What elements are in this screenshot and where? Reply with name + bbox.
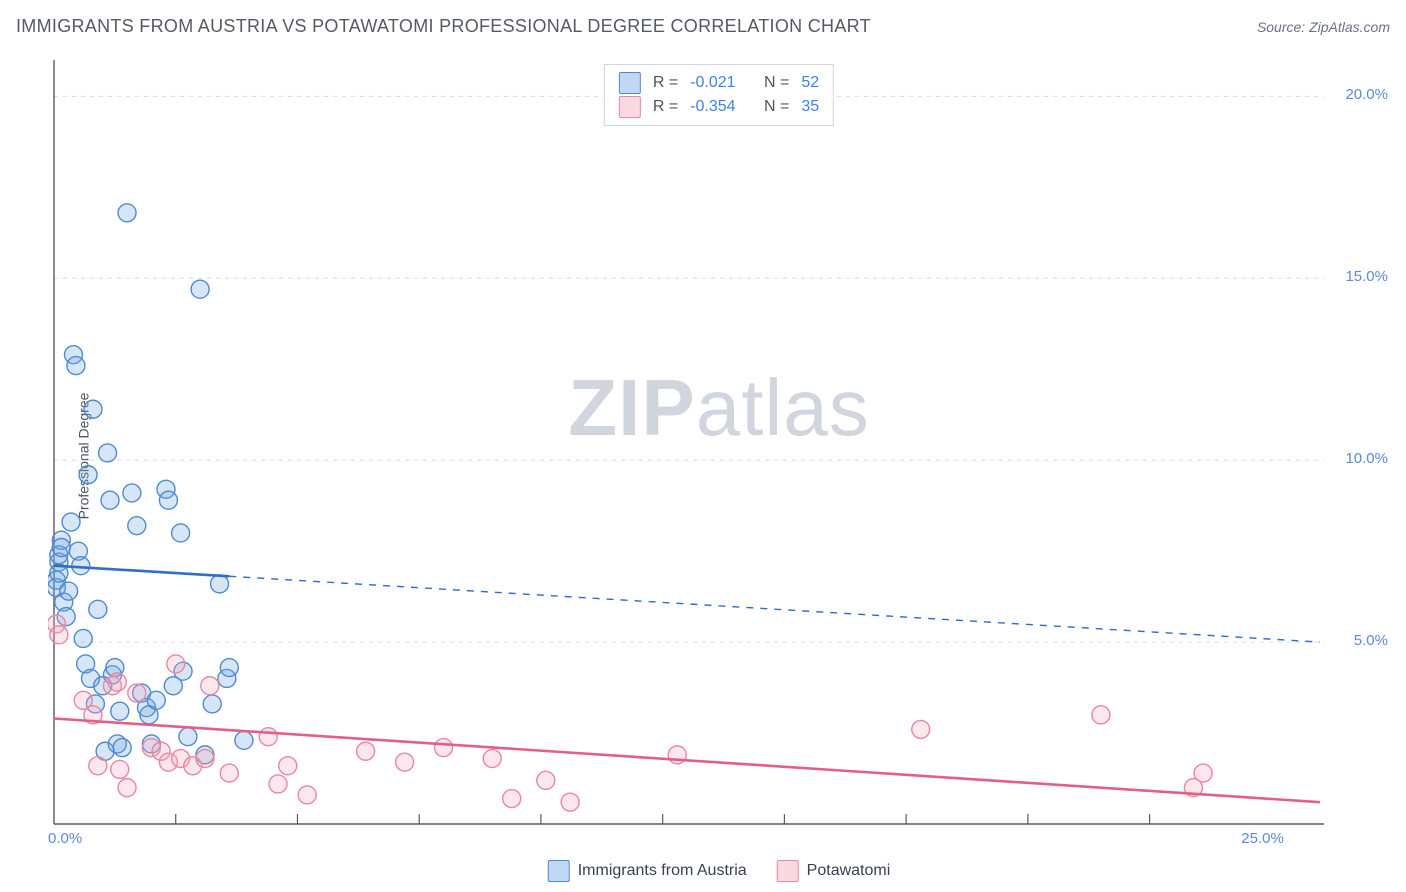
chart-area: Professional Degree ZIPatlas R = -0.021 … [48, 60, 1390, 852]
n-value-0: 52 [801, 71, 819, 95]
n-label: N = [764, 71, 789, 95]
swatch-series-0 [619, 72, 641, 94]
r-label: R = [653, 95, 678, 119]
chart-title: IMMIGRANTS FROM AUSTRIA VS POTAWATOMI PR… [16, 16, 871, 37]
source-prefix: Source: [1257, 19, 1309, 35]
legend-row-series-1: R = -0.354 N = 35 [619, 95, 819, 119]
r-value-0: -0.021 [690, 71, 735, 95]
y-tick-label: 5.0% [1354, 632, 1388, 649]
n-label: N = [764, 95, 789, 119]
x-tick-label: 0.0% [48, 830, 82, 847]
legend-label-0: Immigrants from Austria [578, 862, 747, 880]
legend-item-0: Immigrants from Austria [548, 860, 747, 882]
n-value-1: 35 [801, 95, 819, 119]
y-tick-label: 15.0% [1345, 268, 1388, 285]
swatch-series-1 [777, 860, 799, 882]
y-tick-label: 10.0% [1345, 450, 1388, 467]
swatch-series-1 [619, 96, 641, 118]
swatch-series-0 [548, 860, 570, 882]
y-tick-label: 20.0% [1345, 86, 1388, 103]
correlation-legend: R = -0.021 N = 52 R = -0.354 N = 35 [604, 64, 834, 126]
r-value-1: -0.354 [690, 95, 735, 119]
legend-item-1: Potawatomi [777, 860, 891, 882]
r-label: R = [653, 71, 678, 95]
header: IMMIGRANTS FROM AUSTRIA VS POTAWATOMI PR… [16, 16, 1390, 37]
scatter-plot [48, 60, 1390, 852]
legend-label-1: Potawatomi [807, 862, 891, 880]
legend-row-series-0: R = -0.021 N = 52 [619, 71, 819, 95]
series-legend: Immigrants from Austria Potawatomi [548, 860, 891, 882]
x-tick-label: 25.0% [1241, 830, 1284, 847]
source-attribution: Source: ZipAtlas.com [1257, 19, 1390, 35]
source-name: ZipAtlas.com [1309, 19, 1390, 35]
